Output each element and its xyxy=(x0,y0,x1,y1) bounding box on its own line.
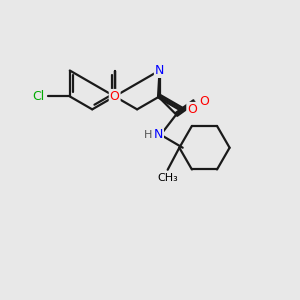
Text: CH₃: CH₃ xyxy=(157,173,178,183)
Text: N: N xyxy=(154,128,163,141)
Text: N: N xyxy=(155,64,164,77)
Text: H: H xyxy=(144,130,152,140)
Text: Cl: Cl xyxy=(33,90,45,103)
Text: O: O xyxy=(187,103,197,116)
Text: O: O xyxy=(110,90,120,103)
Text: O: O xyxy=(200,95,209,108)
